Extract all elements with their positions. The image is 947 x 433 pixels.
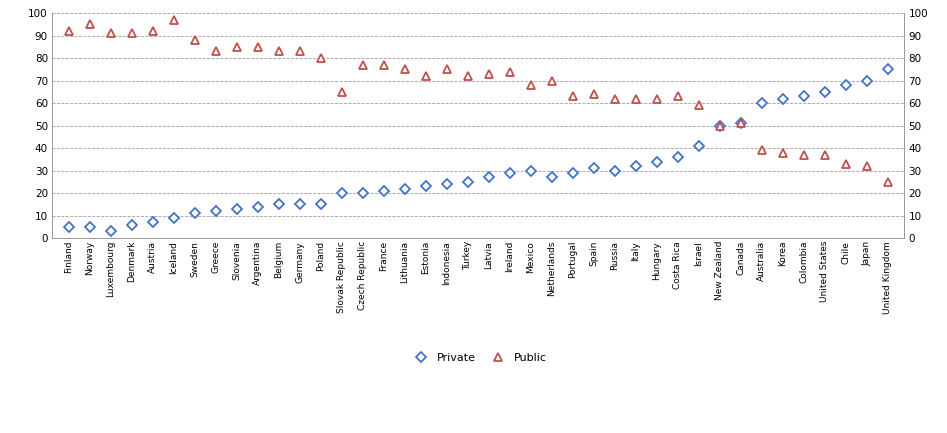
- Legend: Private, Public: Private, Public: [405, 349, 551, 368]
